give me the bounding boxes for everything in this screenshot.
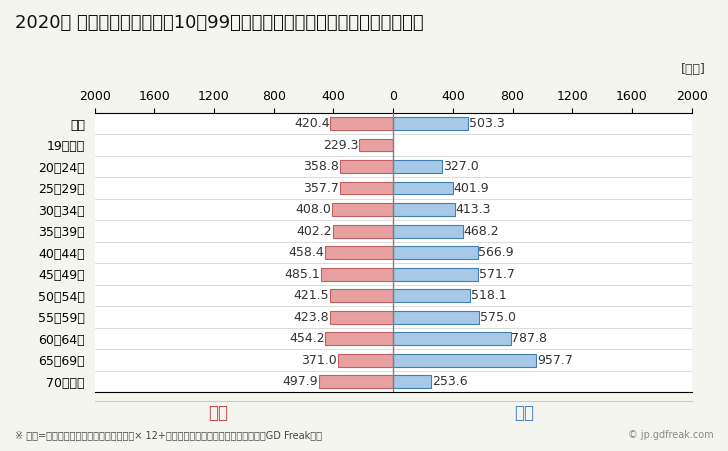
Text: 497.9: 497.9 <box>282 375 318 388</box>
Bar <box>339 160 393 173</box>
Bar <box>393 117 468 130</box>
Text: 371.0: 371.0 <box>301 354 337 367</box>
Text: 566.9: 566.9 <box>478 246 514 259</box>
Bar <box>331 289 393 302</box>
Text: 327.0: 327.0 <box>443 160 478 173</box>
Text: 2020年 民間企業（従業者数10～99人）フルタイム労働者の男女別平均年収: 2020年 民間企業（従業者数10～99人）フルタイム労働者の男女別平均年収 <box>15 14 423 32</box>
Bar <box>393 289 470 302</box>
Text: 413.3: 413.3 <box>456 203 491 216</box>
Text: 503.3: 503.3 <box>469 117 505 130</box>
Text: 421.5: 421.5 <box>294 289 330 302</box>
Bar <box>321 267 393 281</box>
Text: 402.2: 402.2 <box>297 225 333 238</box>
Bar <box>393 203 455 216</box>
Text: 女性: 女性 <box>208 404 229 422</box>
Text: 253.6: 253.6 <box>432 375 467 388</box>
Text: ※ 年収=「きまって支給する現金給与額」× 12+「年間賞与その他特別給与額」としてGD Freak推計: ※ 年収=「きまって支給する現金給与額」× 12+「年間賞与その他特別給与額」と… <box>15 430 322 440</box>
Text: 454.2: 454.2 <box>289 332 325 345</box>
Text: 458.4: 458.4 <box>288 246 324 259</box>
Bar <box>338 354 393 367</box>
Bar <box>340 182 393 194</box>
Text: 229.3: 229.3 <box>323 138 358 152</box>
Text: 575.0: 575.0 <box>480 311 515 323</box>
Text: 423.8: 423.8 <box>293 311 329 323</box>
Bar <box>325 332 393 345</box>
Text: 401.9: 401.9 <box>454 182 489 194</box>
Bar <box>330 311 393 323</box>
Text: 571.7: 571.7 <box>479 267 515 281</box>
Text: © jp.gdfreak.com: © jp.gdfreak.com <box>628 430 713 440</box>
Text: 男性: 男性 <box>514 404 534 422</box>
Bar <box>319 375 393 388</box>
Text: 787.8: 787.8 <box>512 332 547 345</box>
Bar <box>393 311 479 323</box>
Bar <box>393 354 536 367</box>
Text: 420.4: 420.4 <box>294 117 330 130</box>
Bar <box>393 225 463 238</box>
Text: 357.7: 357.7 <box>303 182 339 194</box>
Text: 468.2: 468.2 <box>464 225 499 238</box>
Bar <box>393 375 431 388</box>
Bar <box>393 246 478 259</box>
Bar <box>325 246 393 259</box>
Bar <box>359 138 393 152</box>
Text: 358.8: 358.8 <box>303 160 339 173</box>
Text: 957.7: 957.7 <box>537 354 573 367</box>
Bar <box>331 117 393 130</box>
Bar <box>393 160 442 173</box>
Bar <box>333 225 393 238</box>
Text: 408.0: 408.0 <box>296 203 331 216</box>
Bar <box>393 332 510 345</box>
Bar <box>332 203 393 216</box>
Text: 518.1: 518.1 <box>471 289 507 302</box>
Bar <box>393 182 453 194</box>
Text: [万円]: [万円] <box>681 63 706 76</box>
Text: 485.1: 485.1 <box>284 267 320 281</box>
Bar <box>393 267 478 281</box>
